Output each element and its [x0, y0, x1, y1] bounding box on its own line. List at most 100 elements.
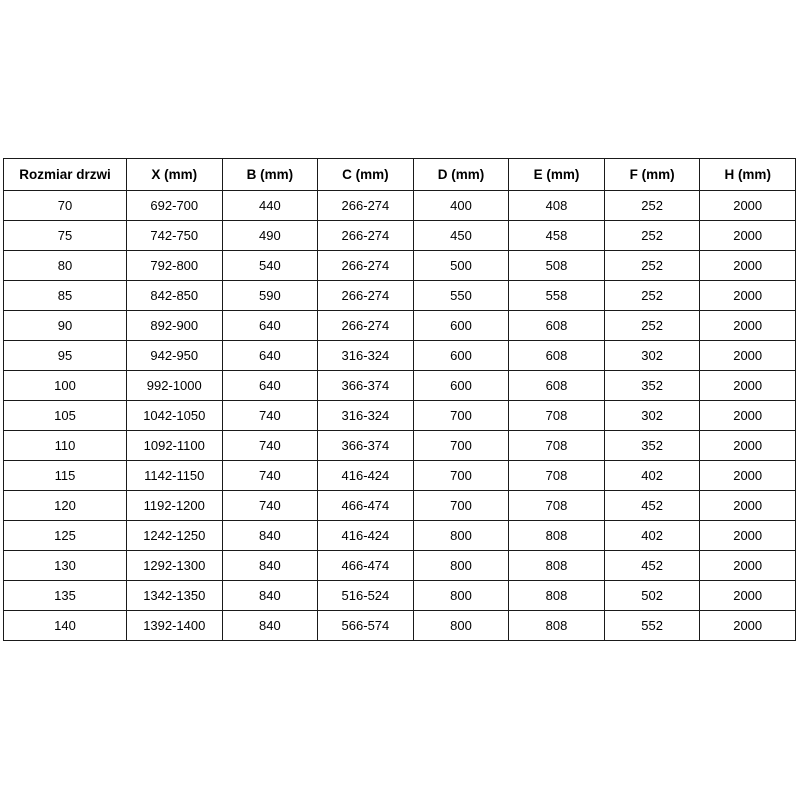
door-size-table: Rozmiar drzwi X (mm) B (mm) C (mm) D (mm) E (…	[3, 158, 796, 641]
table-cell: 140	[3, 610, 127, 641]
table-cell: 490	[221, 220, 319, 251]
table-cell: 252	[603, 310, 701, 341]
header-row: Rozmiar drzwi X (mm) B (mm) C (mm) D (mm) E (…	[3, 158, 796, 191]
table-cell: 266-274	[317, 310, 414, 341]
table-cell: 2000	[699, 460, 796, 491]
column-header: D (mm)	[412, 158, 510, 191]
table-row: 130 1292-1300 840 466-474 800 808 452 2000	[3, 550, 796, 581]
table-cell: 130	[3, 550, 127, 581]
table-cell: 692-700	[126, 190, 223, 221]
table-row: 80 792-800 540 266-274 500 508 252 2000	[3, 250, 796, 281]
table-cell: 1392-1400	[126, 610, 223, 641]
table-cell: 740	[221, 460, 319, 491]
table-cell: 740	[221, 400, 319, 431]
table-cell: 2000	[699, 490, 796, 521]
table-cell: 316-324	[317, 400, 414, 431]
table-cell: 540	[221, 250, 319, 281]
table-cell: 452	[603, 550, 701, 581]
column-header: H (mm)	[699, 158, 796, 191]
table-cell: 742-750	[126, 220, 223, 251]
table-cell: 2000	[699, 190, 796, 221]
table-cell: 105	[3, 400, 127, 431]
table-cell: 792-800	[126, 250, 223, 281]
table-cell: 402	[603, 520, 701, 551]
table-cell: 110	[3, 430, 127, 461]
table-cell: 1192-1200	[126, 490, 223, 521]
table-cell: 252	[603, 280, 701, 311]
table-cell: 352	[603, 430, 701, 461]
table-cell: 600	[412, 310, 510, 341]
table-cell: 700	[412, 490, 510, 521]
table-cell: 2000	[699, 310, 796, 341]
table-cell: 2000	[699, 340, 796, 371]
table-cell: 708	[508, 460, 605, 491]
table-cell: 416-424	[317, 460, 414, 491]
table-row: 70 692-700 440 266-274 400 408 252 2000	[3, 190, 796, 221]
column-header: X (mm)	[126, 158, 223, 191]
table-cell: 458	[508, 220, 605, 251]
table-cell: 80	[3, 250, 127, 281]
table-cell: 640	[221, 370, 319, 401]
table-cell: 840	[221, 580, 319, 611]
table-cell: 566-574	[317, 610, 414, 641]
table-cell: 502	[603, 580, 701, 611]
table-cell: 800	[412, 580, 510, 611]
table-cell: 840	[221, 610, 319, 641]
table-cell: 740	[221, 430, 319, 461]
table-cell: 452	[603, 490, 701, 521]
table-cell: 416-424	[317, 520, 414, 551]
table-row: 100 992-1000 640 366-374 600 608 352 2000	[3, 370, 796, 401]
table-cell: 70	[3, 190, 127, 221]
table-cell: 450	[412, 220, 510, 251]
table-cell: 590	[221, 280, 319, 311]
table-cell: 992-1000	[126, 370, 223, 401]
table-cell: 252	[603, 220, 701, 251]
table-cell: 516-524	[317, 580, 414, 611]
table-cell: 352	[603, 370, 701, 401]
column-header: E (mm)	[508, 158, 605, 191]
table-cell: 840	[221, 550, 319, 581]
table-row: 95 942-950 640 316-324 600 608 302 2000	[3, 340, 796, 371]
table-cell: 2000	[699, 550, 796, 581]
table-cell: 800	[412, 610, 510, 641]
table-cell: 840	[221, 520, 319, 551]
table-cell: 302	[603, 340, 701, 371]
table-cell: 252	[603, 190, 701, 221]
table-cell: 708	[508, 400, 605, 431]
table-cell: 400	[412, 190, 510, 221]
table-row: 135 1342-1350 840 516-524 800 808 502 2000	[3, 580, 796, 611]
table-cell: 1242-1250	[126, 520, 223, 551]
table-cell: 440	[221, 190, 319, 221]
table-cell: 2000	[699, 580, 796, 611]
table-cell: 608	[508, 370, 605, 401]
table-cell: 402	[603, 460, 701, 491]
table-row: 110 1092-1100 740 366-374 700 708 352 2000	[3, 430, 796, 461]
table-cell: 1092-1100	[126, 430, 223, 461]
table-cell: 466-474	[317, 550, 414, 581]
table-cell: 2000	[699, 520, 796, 551]
table-cell: 2000	[699, 400, 796, 431]
table-cell: 600	[412, 340, 510, 371]
table-row: 75 742-750 490 266-274 450 458 252 2000	[3, 220, 796, 251]
column-header: F (mm)	[603, 158, 701, 191]
table-cell: 640	[221, 340, 319, 371]
table-cell: 100	[3, 370, 127, 401]
table-cell: 550	[412, 280, 510, 311]
table-cell: 266-274	[317, 250, 414, 281]
table-cell: 115	[3, 460, 127, 491]
column-header: B (mm)	[221, 158, 319, 191]
table-cell: 700	[412, 460, 510, 491]
table-cell: 408	[508, 190, 605, 221]
table-cell: 302	[603, 400, 701, 431]
column-header: Rozmiar drzwi	[3, 158, 127, 191]
table-cell: 808	[508, 610, 605, 641]
table-cell: 366-374	[317, 370, 414, 401]
table-cell: 2000	[699, 610, 796, 641]
table-cell: 842-850	[126, 280, 223, 311]
table-row: 90 892-900 640 266-274 600 608 252 2000	[3, 310, 796, 341]
table-cell: 316-324	[317, 340, 414, 371]
table-cell: 508	[508, 250, 605, 281]
table-cell: 500	[412, 250, 510, 281]
table-cell: 558	[508, 280, 605, 311]
